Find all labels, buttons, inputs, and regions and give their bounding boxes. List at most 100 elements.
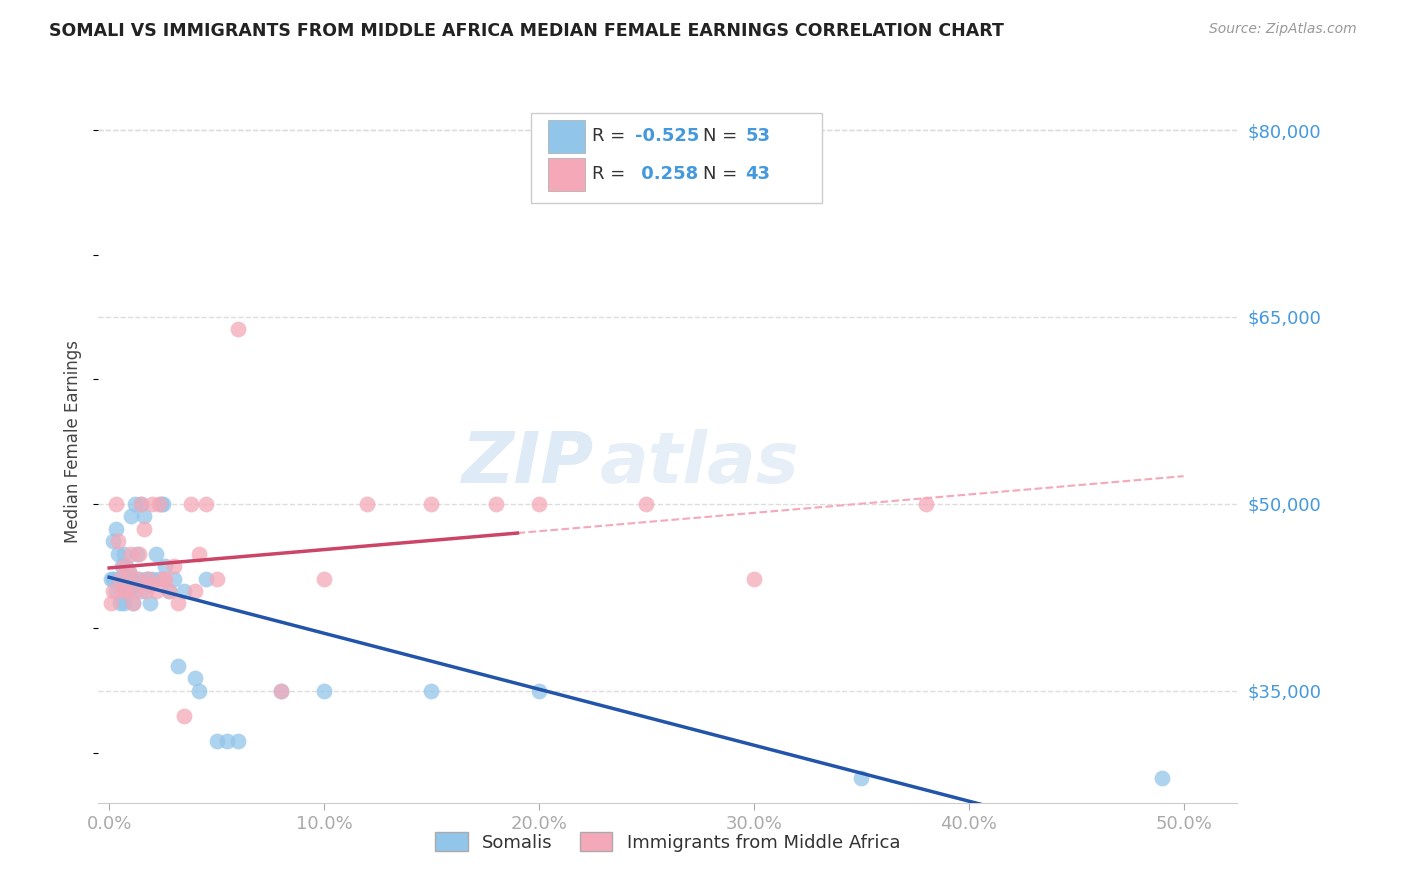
Point (112, 559, 135, 574)
Point (131, 584, 153, 599)
FancyBboxPatch shape (548, 120, 585, 153)
Point (167, 597, 190, 611)
Text: 53: 53 (745, 128, 770, 145)
Point (312, 683, 335, 698)
Point (139, 597, 162, 611)
Point (139, 578, 162, 592)
Point (162, 559, 184, 574)
Point (127, 547, 149, 561)
Point (205, 733, 228, 747)
Point (135, 584, 157, 599)
Point (132, 509, 155, 524)
Text: -0.525: -0.525 (636, 128, 699, 145)
Point (141, 572, 163, 586)
Point (121, 597, 143, 611)
Point (103, 584, 125, 599)
Point (117, 584, 139, 599)
Point (270, 683, 292, 698)
Point (226, 322, 249, 336)
Point (115, 584, 138, 599)
Point (103, 572, 125, 586)
Point (188, 547, 211, 561)
Point (527, 497, 550, 511)
Point (112, 597, 135, 611)
Point (152, 572, 174, 586)
Text: N =: N = (703, 128, 744, 145)
Point (112, 572, 135, 586)
Point (115, 584, 138, 599)
FancyBboxPatch shape (548, 158, 585, 191)
Point (104, 584, 127, 599)
Point (121, 578, 143, 592)
Text: Source: ZipAtlas.com: Source: ZipAtlas.com (1209, 22, 1357, 37)
Point (115, 559, 138, 574)
Point (485, 497, 508, 511)
Point (111, 578, 134, 592)
Point (132, 522, 155, 536)
Point (127, 572, 149, 586)
Point (180, 497, 202, 511)
Point (136, 572, 159, 586)
Point (121, 597, 143, 611)
Point (117, 566, 139, 580)
Point (104, 522, 127, 536)
Point (420, 497, 443, 511)
Point (173, 584, 195, 599)
Point (136, 572, 159, 586)
Point (103, 534, 125, 549)
Point (124, 497, 146, 511)
Text: R =: R = (592, 128, 630, 145)
Point (112, 547, 135, 561)
Point (184, 584, 207, 599)
Point (128, 547, 150, 561)
Point (141, 497, 163, 511)
Point (120, 572, 142, 586)
Point (131, 497, 153, 511)
Point (742, 572, 765, 586)
Point (148, 572, 170, 586)
Point (145, 547, 167, 561)
Point (194, 497, 217, 511)
Point (205, 572, 228, 586)
Point (157, 584, 180, 599)
Text: ZIP: ZIP (461, 429, 593, 498)
Point (217, 733, 239, 747)
Point (153, 559, 176, 574)
Point (131, 497, 153, 511)
Y-axis label: Median Female Earnings: Median Female Earnings (65, 340, 83, 543)
Point (124, 584, 146, 599)
Point (184, 671, 207, 685)
Point (173, 708, 195, 723)
Point (148, 497, 170, 511)
Point (135, 572, 157, 586)
Point (167, 658, 190, 673)
FancyBboxPatch shape (531, 112, 821, 203)
Point (153, 572, 176, 586)
Point (100, 572, 122, 586)
Point (851, 771, 873, 785)
Point (527, 683, 550, 698)
Point (108, 572, 131, 586)
Point (914, 497, 936, 511)
Point (111, 559, 134, 574)
Point (356, 497, 378, 511)
Text: N =: N = (703, 165, 744, 184)
Point (117, 566, 139, 580)
Point (120, 509, 142, 524)
Point (108, 597, 131, 611)
Point (188, 683, 211, 698)
Point (636, 497, 658, 511)
Point (111, 584, 134, 599)
Point (145, 584, 167, 599)
Point (152, 497, 174, 511)
Point (107, 534, 129, 549)
Point (149, 497, 172, 511)
Text: R =: R = (592, 165, 630, 184)
Point (128, 572, 150, 586)
Text: 0.258: 0.258 (636, 165, 697, 184)
Point (157, 584, 180, 599)
Legend: Somalis, Immigrants from Middle Africa: Somalis, Immigrants from Middle Africa (427, 825, 908, 859)
Text: atlas: atlas (599, 429, 799, 498)
Point (226, 733, 249, 747)
Point (194, 572, 217, 586)
